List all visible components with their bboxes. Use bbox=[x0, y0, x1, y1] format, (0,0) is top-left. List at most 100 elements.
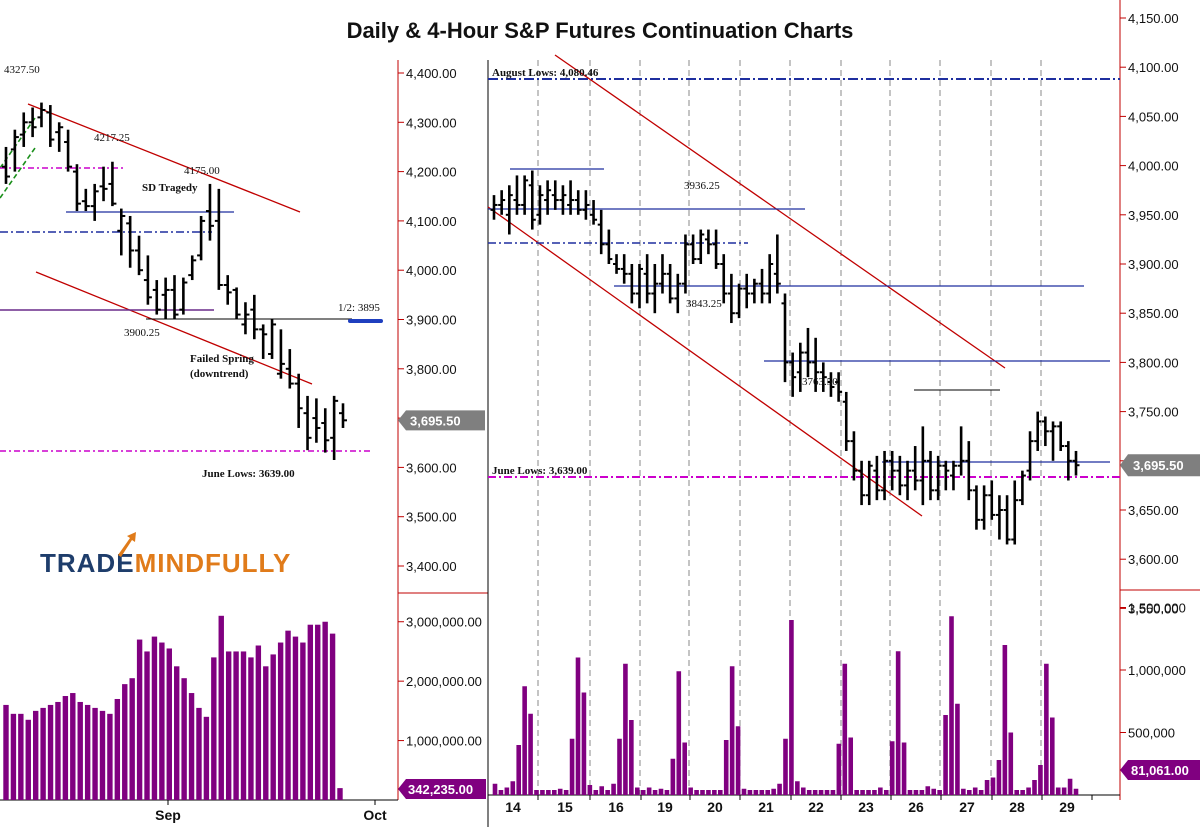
logo-arrow-icon bbox=[118, 532, 136, 557]
daily-annotation: 4217.25 bbox=[94, 132, 130, 144]
four-hour-volume-bar bbox=[1044, 663, 1049, 795]
four-hour-volume-bar bbox=[593, 790, 599, 795]
daily-volume-tick-label: 2,000,000.00 bbox=[406, 674, 482, 689]
four-hour-channel-lower-line bbox=[487, 206, 923, 517]
four-hour-volume-bar bbox=[617, 738, 622, 795]
daily-y-tick-label: 3,800.00 bbox=[406, 362, 457, 377]
four-hour-volume-bar bbox=[646, 787, 652, 795]
four-hour-volume-bar bbox=[842, 663, 848, 795]
daily-volume-bar bbox=[248, 657, 254, 800]
four-hour-x-tick-label: 19 bbox=[657, 799, 673, 815]
daily-volume-bar bbox=[211, 657, 217, 800]
four-hour-volume-bar bbox=[765, 790, 771, 795]
four-hour-volume-bar bbox=[919, 790, 925, 795]
four-hour-volume-bar bbox=[1026, 787, 1031, 795]
four-hour-volume-bar bbox=[907, 790, 913, 795]
daily-volume-bar bbox=[203, 716, 210, 800]
four-hour-y-tick-label: 3,950.00 bbox=[1128, 208, 1179, 223]
daily-volume-bar bbox=[307, 624, 314, 800]
four-hour-volume-bar bbox=[996, 760, 1002, 795]
four-hour-volume-bar bbox=[676, 671, 682, 795]
four-hour-volume-bar bbox=[937, 790, 942, 795]
daily-volume-bar bbox=[114, 698, 121, 800]
daily-volume-bar bbox=[188, 693, 195, 800]
four-hour-y-tick-label: 3,850.00 bbox=[1128, 306, 1179, 321]
daily-volume-bar bbox=[10, 713, 17, 800]
four-hour-volume-bar bbox=[563, 790, 569, 795]
four-hour-annotation: August Lows: 4,080.46 bbox=[492, 67, 599, 79]
daily-volume-bar bbox=[159, 642, 165, 800]
daily-volume-bar bbox=[240, 651, 247, 800]
daily-y-tick-label: 4,200.00 bbox=[406, 165, 457, 180]
four-hour-volume-bar bbox=[1061, 787, 1067, 795]
four-hour-volume-bar bbox=[581, 692, 587, 795]
four-hour-volume-bar bbox=[895, 651, 901, 795]
four-hour-volume-bar bbox=[682, 742, 688, 795]
four-hour-volume-bar bbox=[694, 790, 699, 795]
four-hour-y-tick-label: 4,100.00 bbox=[1128, 60, 1179, 75]
four-hour-volume-bar bbox=[836, 743, 842, 795]
four-hour-volume-bar bbox=[717, 790, 723, 795]
four-hour-volume-bar bbox=[978, 790, 984, 795]
four-hour-volume-bar bbox=[949, 616, 954, 795]
four-hour-volume-bar bbox=[640, 790, 646, 795]
daily-volume-bar bbox=[25, 719, 31, 800]
four-hour-volume-bar bbox=[510, 781, 516, 795]
logo-part-mindfully: MINDFULLY bbox=[135, 548, 292, 578]
four-hour-y-tick-label: 4,050.00 bbox=[1128, 109, 1179, 124]
four-hour-volume-bar bbox=[1073, 788, 1079, 795]
four-hour-x-tick-label: 29 bbox=[1059, 799, 1075, 815]
daily-volume-bar bbox=[70, 693, 76, 800]
four-hour-y-tick-label: 4,150.00 bbox=[1128, 11, 1179, 26]
daily-annotation: 3900.25 bbox=[124, 327, 160, 339]
daily-annotation: (downtrend) bbox=[190, 368, 249, 380]
daily-volume-bar bbox=[55, 701, 61, 800]
daily-volume-bar bbox=[270, 654, 276, 800]
daily-y-tick-label: 3,600.00 bbox=[406, 460, 457, 475]
four-hour-volume-bar bbox=[795, 781, 800, 795]
daily-x-tick-label: Oct bbox=[363, 807, 387, 823]
four-hour-volume-bar bbox=[498, 790, 504, 795]
daily-last-volume-tag bbox=[398, 779, 486, 799]
four-hour-volume-bar bbox=[812, 790, 818, 795]
four-hour-volume-bar bbox=[599, 786, 605, 795]
four-hour-volume-bar bbox=[569, 738, 575, 795]
daily-volume-bar bbox=[315, 624, 321, 800]
four-hour-volume-bar bbox=[771, 788, 776, 795]
four-hour-volume-bar bbox=[789, 620, 794, 795]
daily-last-price-tag bbox=[398, 410, 485, 431]
daily-annotation: 4327.50 bbox=[4, 64, 40, 76]
four-hour-volume-bar bbox=[1055, 787, 1061, 795]
four-hour-volume-bar bbox=[901, 742, 907, 795]
four-hour-volume-bar bbox=[883, 790, 889, 795]
four-hour-volume-bar bbox=[540, 790, 545, 795]
four-hour-volume-bar bbox=[1020, 790, 1025, 795]
four-hour-volume-bar bbox=[700, 790, 705, 795]
four-hour-volume-bar bbox=[664, 790, 670, 795]
four-hour-volume-bar bbox=[735, 726, 741, 795]
four-hour-volume-bar bbox=[652, 790, 658, 795]
four-hour-volume-bar bbox=[1002, 645, 1008, 795]
four-hour-last-volume-tag bbox=[1120, 760, 1200, 780]
daily-volume-bar bbox=[3, 704, 9, 800]
four-hour-volume-bar bbox=[729, 666, 735, 795]
four-hour-volume-bar bbox=[546, 790, 551, 795]
daily-volume-bar bbox=[218, 615, 224, 800]
four-hour-volume-bar bbox=[866, 790, 871, 795]
four-hour-volume-bar bbox=[931, 788, 937, 795]
daily-channel-upper-line bbox=[27, 103, 301, 213]
four-hour-volume-bar bbox=[878, 787, 883, 795]
four-hour-annotation: 3763.50 bbox=[802, 376, 838, 388]
four-hour-volume-bar bbox=[943, 715, 948, 795]
four-hour-volume-bar bbox=[528, 713, 533, 795]
four-hour-volume-bar bbox=[723, 740, 729, 795]
daily-volume-bar bbox=[99, 710, 106, 800]
four-hour-channel-upper-line bbox=[554, 54, 1006, 369]
four-hour-x-tick-label: 26 bbox=[908, 799, 924, 815]
daily-volume-bar bbox=[196, 707, 202, 800]
daily-volume-bar bbox=[337, 788, 343, 800]
daily-volume-bar bbox=[129, 678, 135, 800]
four-hour-volume-bar bbox=[1067, 778, 1073, 795]
daily-volume-bar bbox=[122, 684, 128, 800]
